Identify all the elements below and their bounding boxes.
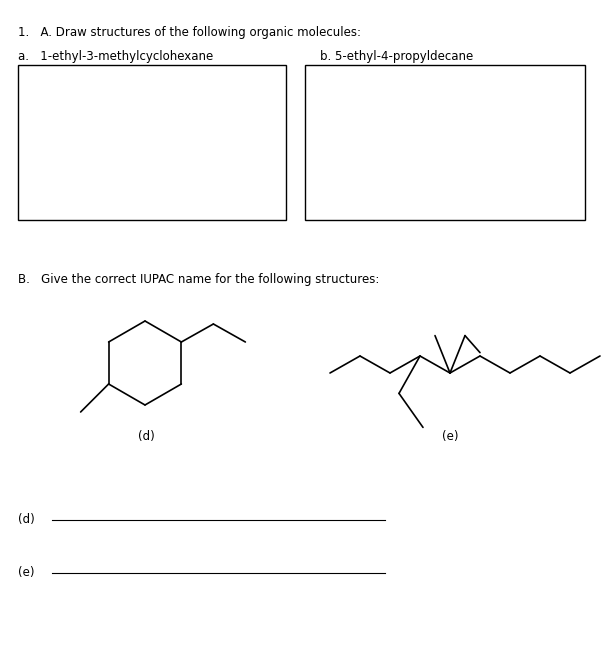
Text: (d): (d) [18, 513, 35, 526]
Text: (e): (e) [18, 566, 34, 579]
Text: (e): (e) [442, 430, 458, 443]
Text: B.   Give the correct IUPAC name for the following structures:: B. Give the correct IUPAC name for the f… [18, 273, 379, 286]
Bar [18, 65, 286, 220]
Bar [305, 65, 585, 220]
Text: (d): (d) [138, 430, 155, 443]
Text: 1.   A. Draw structures of the following organic molecules:: 1. A. Draw structures of the following o… [18, 26, 361, 39]
Text: a.   1-ethyl-3-methylcyclohexane: a. 1-ethyl-3-methylcyclohexane [18, 50, 213, 63]
Text: b. 5-ethyl-4-propyldecane: b. 5-ethyl-4-propyldecane [320, 50, 474, 63]
